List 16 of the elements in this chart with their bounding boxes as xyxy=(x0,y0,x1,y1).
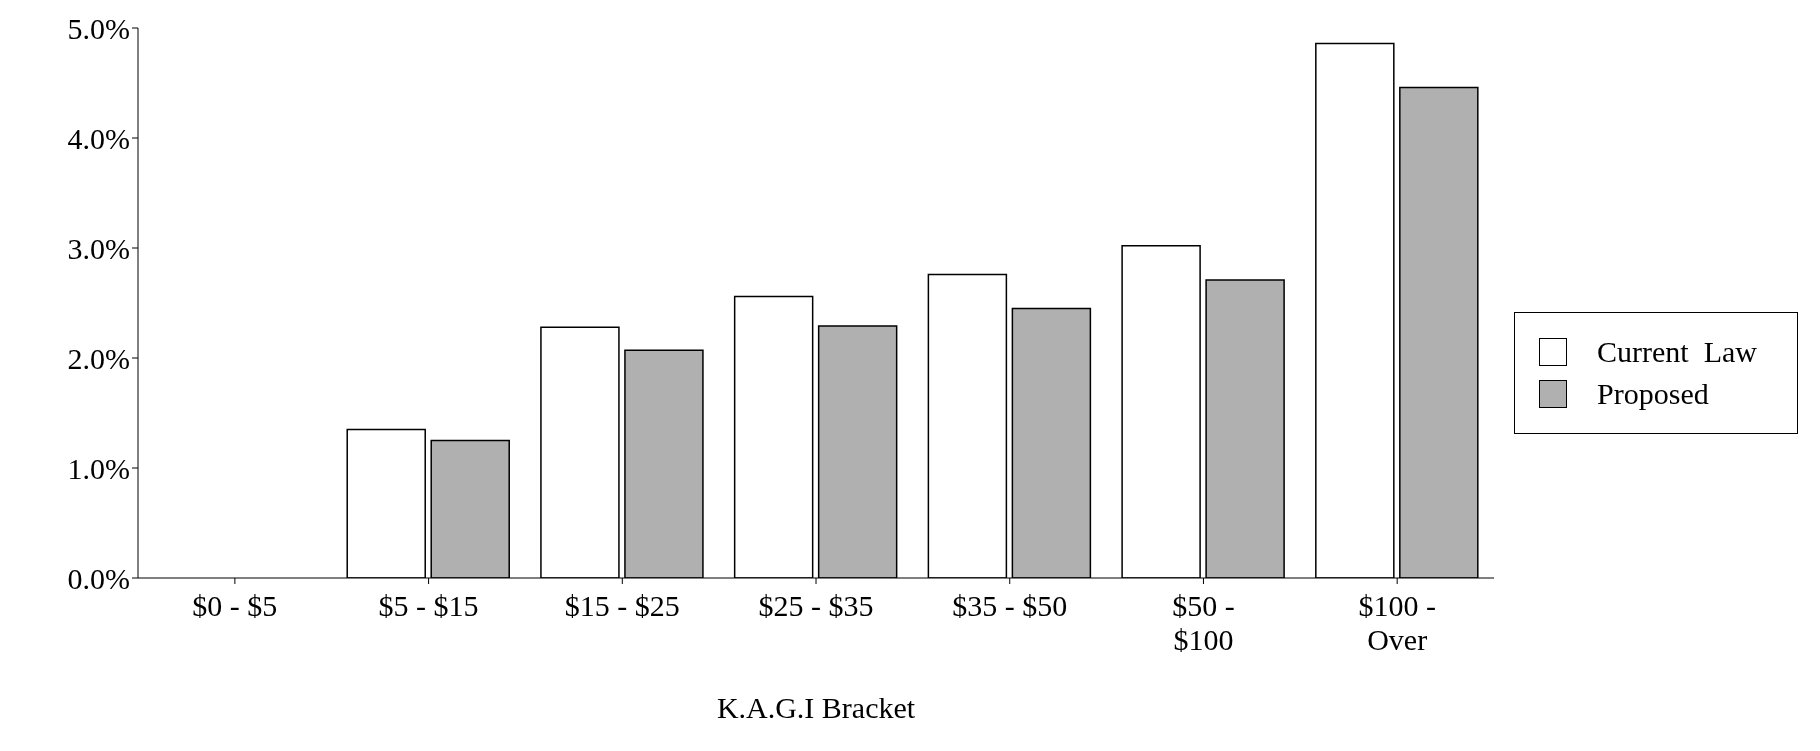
x-tick-label: $25 - $35 xyxy=(758,589,874,622)
y-tick-label: 4.0% xyxy=(67,121,130,155)
x-tick-label: $35 - $50 xyxy=(952,589,1068,622)
x-tick-label: $50 - $100 xyxy=(1172,589,1235,656)
x-tick-label: $15 - $25 xyxy=(564,589,680,622)
legend-label: Proposed xyxy=(1597,377,1709,411)
x-tick-label: $5 - $15 xyxy=(378,589,479,622)
x-axis-title: K.A.G.I Bracket xyxy=(716,691,916,724)
legend-label: Current Law xyxy=(1597,335,1757,369)
x-tick-label: $100 - Over xyxy=(1358,589,1436,656)
y-tick-label: 5.0% xyxy=(67,11,130,45)
y-tick-label: 3.0% xyxy=(67,231,130,265)
y-tick-label: 0.0% xyxy=(67,561,130,595)
y-tick-label: 1.0% xyxy=(67,451,130,485)
y-tick-label: 2.0% xyxy=(67,341,130,375)
x-tick-label: $0 - $5 xyxy=(192,589,278,622)
